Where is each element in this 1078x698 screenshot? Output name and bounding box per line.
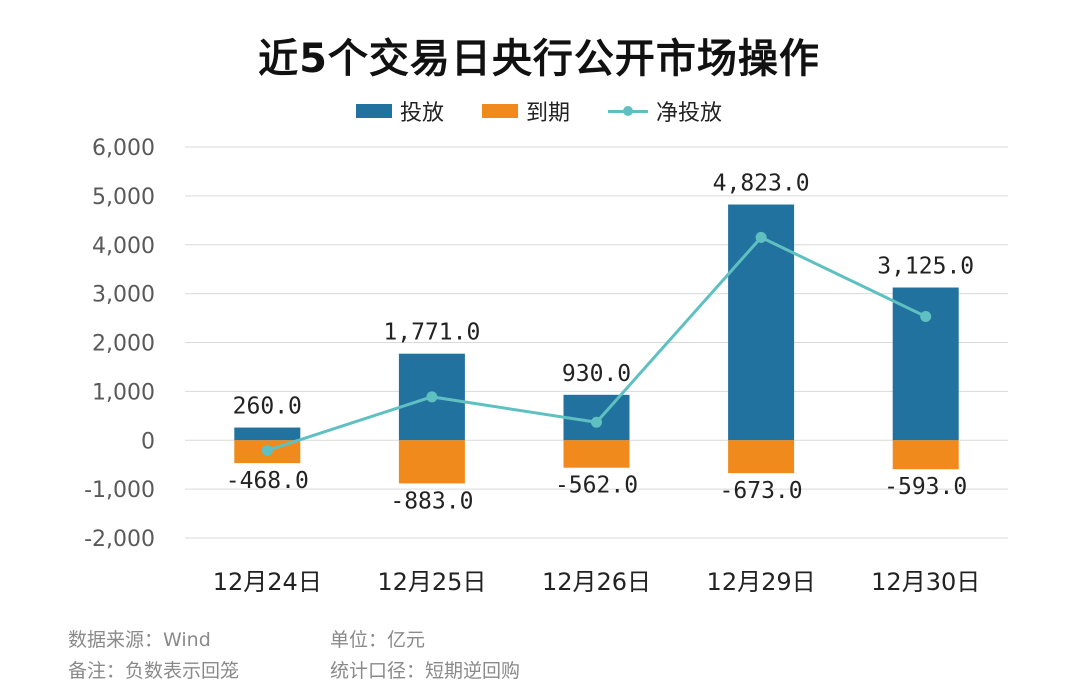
data-label-expire: -593.0 <box>884 474 967 500</box>
legend-label-expire: 到期 <box>525 101 570 126</box>
chart-legend: 投放 到期 净投放 <box>0 95 1078 127</box>
bar-expire <box>728 440 795 474</box>
x-category-label: 12月24日 <box>213 568 322 596</box>
chart-title: 近5个交易日央行公开市场操作 <box>258 36 820 82</box>
net-point <box>755 231 767 243</box>
y-tick-label: 6,000 <box>92 136 155 161</box>
footer-source: 数据来源：Wind <box>68 629 211 651</box>
data-label-put: 1,771.0 <box>383 320 480 346</box>
y-tick-label: 2,000 <box>92 332 155 357</box>
legend-item-put: 投放 <box>355 95 444 127</box>
bar-expire <box>892 440 959 470</box>
y-tick-label: 4,000 <box>92 234 155 259</box>
footer-unit: 单位：亿元 <box>330 629 426 651</box>
legend-swatch-net <box>608 104 648 118</box>
net-point <box>261 444 273 456</box>
chart-plot: 6,000 5,000 4,000 3,000 2,000 1,000 0 -1,000 -2,… <box>84 136 1008 596</box>
x-category-label: 12月29日 <box>707 568 816 596</box>
legend-item-expire: 到期 <box>481 95 570 127</box>
net-point <box>426 391 438 403</box>
y-tick-label: 0 <box>141 429 155 454</box>
legend-label-put: 投放 <box>399 101 444 126</box>
data-label-expire: -468.0 <box>226 468 309 494</box>
x-category-label: 12月25日 <box>377 568 486 596</box>
legend-item-net: 净投放 <box>608 95 722 127</box>
y-tick-label: 5,000 <box>92 185 155 210</box>
legend-swatch-put <box>355 104 392 118</box>
bar-expire <box>398 440 465 484</box>
data-label-put: 260.0 <box>233 394 302 420</box>
net-point <box>591 416 602 428</box>
bar-expire <box>563 440 630 468</box>
bar-put <box>728 204 795 441</box>
data-label-expire: -883.0 <box>390 488 473 514</box>
legend-label-net: 净投放 <box>656 101 723 126</box>
data-label-expire: -562.0 <box>555 473 638 499</box>
net-point <box>920 310 932 322</box>
y-tick-label: 3,000 <box>92 283 155 308</box>
data-label-expire: -673.0 <box>720 478 803 504</box>
x-category-label: 12月30日 <box>871 568 980 596</box>
bar-put <box>234 427 301 441</box>
footer-note: 备注：负数表示回笼 <box>68 660 240 682</box>
y-tick-label: -2,000 <box>84 527 155 552</box>
legend-swatch-expire <box>481 104 518 118</box>
data-label-put: 930.0 <box>562 361 631 387</box>
footer-scope: 统计口径：短期逆回购 <box>330 660 521 682</box>
bar-put <box>892 287 959 441</box>
data-label-put: 4,823.0 <box>713 171 810 197</box>
data-label-put: 3,125.0 <box>877 254 974 280</box>
y-tick-label: -1,000 <box>84 478 155 503</box>
x-category-label: 12月26日 <box>542 568 651 596</box>
y-tick-label: 1,000 <box>92 380 155 405</box>
